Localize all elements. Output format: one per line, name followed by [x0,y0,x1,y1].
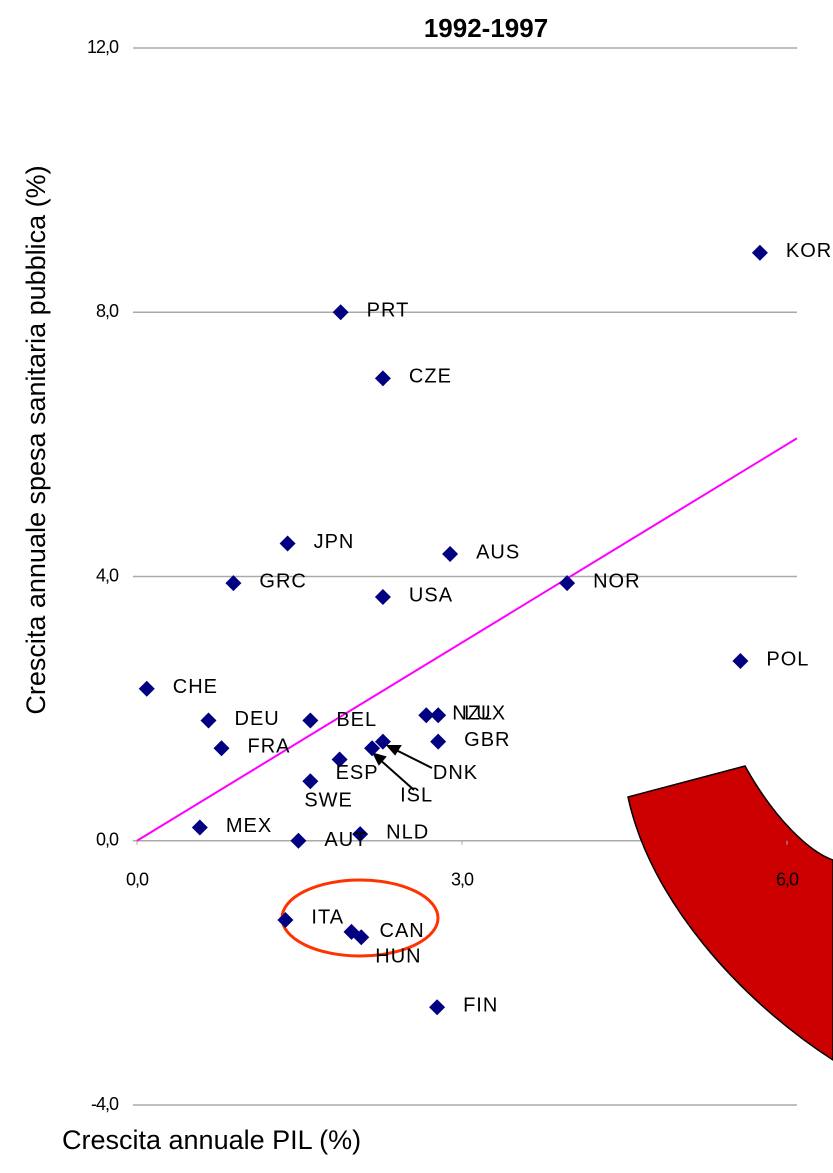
point-label: FRA [248,736,291,758]
y-tick-label: -4,0 [91,1094,119,1114]
y-tick-label: 4,0 [96,565,119,585]
point [290,833,306,849]
point-label: USA [409,584,453,606]
point-label: AUS [476,541,520,563]
point-label: NOR [593,570,640,592]
point-label: BEL [336,709,377,731]
point [333,304,349,320]
point [139,681,155,697]
point-label: KOR [786,240,832,262]
point [430,734,446,750]
point-label: HUN [375,945,421,967]
arrow-head [388,746,400,754]
point-label: DEU [235,708,280,730]
chart: 1992-1997 Crescita annuale spesa sanitar… [0,0,833,1173]
x-tick-label: 0,0 [126,870,149,890]
point-label: FIN [463,995,498,1017]
point [192,820,208,836]
point [442,546,458,562]
y-tick-label: 12,0 [87,37,119,57]
point [302,773,318,789]
chart-title: 1992-1997 [424,13,548,43]
point [429,999,445,1015]
x-tick-label: 3,0 [451,870,474,890]
point-label: ISL [400,785,433,807]
point [559,575,575,591]
point-label: NLD [386,821,429,843]
x-tick-label: 6,0 [776,870,799,890]
point-label: DNK [433,762,478,784]
arrows [374,746,432,790]
point-label: PRT [367,300,410,322]
point-label: GBR [464,729,510,751]
point-label: AUT [324,829,367,851]
point-label: CHE [173,676,218,698]
y-tick-label: 8,0 [96,301,119,321]
point [375,370,391,386]
point [214,740,230,756]
point [225,575,241,591]
point-label: GRC [259,570,306,592]
point-label: ITA [311,906,344,928]
point-label: POL [766,648,809,670]
point-label: LUX [464,703,506,725]
point-label: ESP [336,762,379,784]
point-label: CZE [409,366,452,388]
point-label: SWE [304,790,353,812]
point [277,912,293,928]
decoration-shape [628,766,833,1060]
point [302,713,318,729]
point [430,707,446,723]
y-tick-label: 0,0 [96,830,119,850]
y-axis-label: Crescita annuale spesa sanitaria pubblic… [21,165,51,714]
point-label: JPN [314,531,355,553]
point [201,713,217,729]
point [732,653,748,669]
x-axis-label: Crescita annuale PIL (%) [62,1125,361,1155]
point [375,589,391,605]
point-label: MEX [226,815,272,837]
point [280,535,296,551]
point-label: CAN [380,920,425,942]
point [752,245,768,261]
